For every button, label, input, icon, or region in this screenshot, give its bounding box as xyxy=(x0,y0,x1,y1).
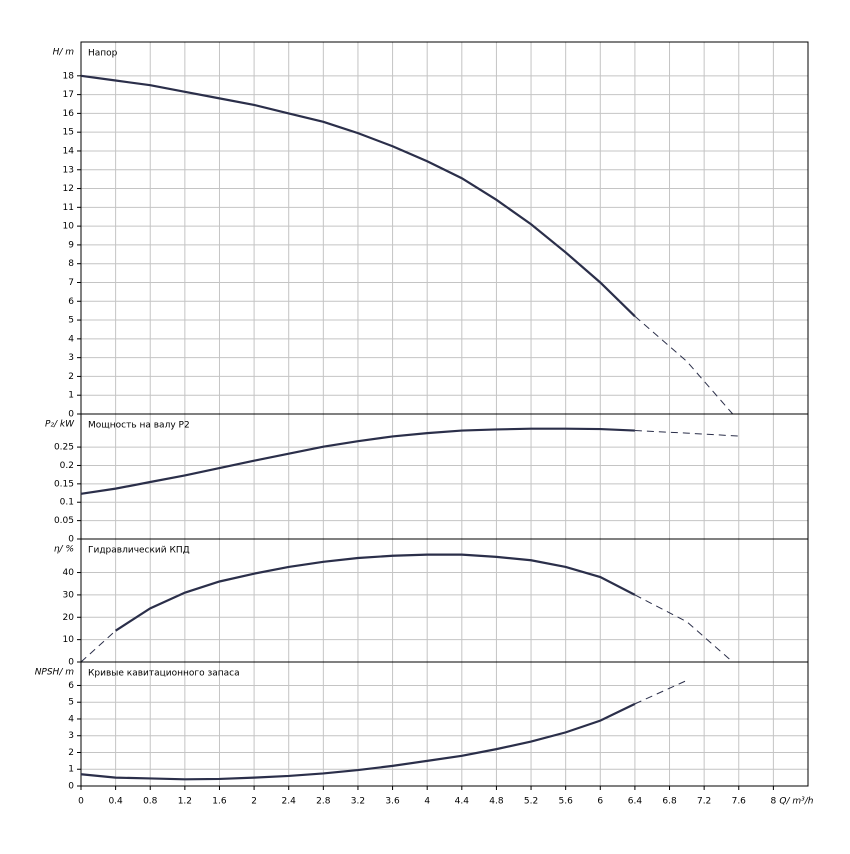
y-tick-label: 14 xyxy=(63,146,75,156)
y-tick-label: 8 xyxy=(68,259,74,269)
x-axis-label: Q/ m³/h xyxy=(779,797,813,807)
y-tick-label: 0.05 xyxy=(54,516,74,526)
y-axis-label: H/ m xyxy=(53,48,75,58)
y-tick-label: 30 xyxy=(63,590,75,600)
y-tick-label: 4 xyxy=(68,334,74,344)
y-tick-label: 7 xyxy=(68,278,74,288)
y-axis-label: NPSH/ m xyxy=(35,668,75,678)
x-tick-label: 4.4 xyxy=(455,797,470,807)
y-tick-label: 3 xyxy=(68,731,74,741)
y-tick-label: 17 xyxy=(63,90,74,100)
y-tick-label: 11 xyxy=(63,203,74,213)
y-tick-label: 6 xyxy=(68,681,74,691)
curve xyxy=(80,702,636,781)
panel-title: Напор xyxy=(88,49,118,59)
y-tick-label: 9 xyxy=(68,240,74,250)
curve xyxy=(634,679,688,705)
y-tick-label: 3 xyxy=(68,353,74,363)
x-tick-label: 5.2 xyxy=(524,797,538,807)
curve xyxy=(115,553,636,632)
panel-title: Гидравлический КПД xyxy=(88,546,190,556)
y-tick-label: 0.15 xyxy=(54,479,74,489)
x-tick-label: 3.2 xyxy=(351,797,365,807)
y-tick-label: 1 xyxy=(68,765,74,775)
y-axis-label: η/ % xyxy=(54,545,74,555)
y-tick-label: 0.2 xyxy=(60,461,74,471)
x-tick-label: 6 xyxy=(597,797,603,807)
curve xyxy=(634,430,739,437)
panel-title: Кривые кавитационного запаса xyxy=(88,669,240,679)
panel-frame xyxy=(80,538,809,663)
x-tick-label: 4 xyxy=(424,797,430,807)
x-tick-label: 0.8 xyxy=(143,797,158,807)
y-tick-label: 10 xyxy=(63,222,75,232)
y-tick-label: 0.1 xyxy=(60,498,74,508)
y-tick-label: 0.25 xyxy=(54,443,74,453)
y-axis-label: P₂/ kW xyxy=(45,420,75,430)
x-tick-label: 6.4 xyxy=(628,797,643,807)
x-tick-label: 7.2 xyxy=(697,797,711,807)
panel-frame xyxy=(80,41,809,415)
y-tick-label: 0 xyxy=(68,410,74,420)
y-tick-label: 5 xyxy=(68,698,74,708)
x-tick-label: 5.6 xyxy=(559,797,574,807)
y-tick-label: 12 xyxy=(63,184,74,194)
x-tick-label: 7.6 xyxy=(732,797,747,807)
x-tick-label: 0 xyxy=(78,797,84,807)
x-tick-label: 2.4 xyxy=(282,797,297,807)
y-tick-label: 0 xyxy=(68,535,74,545)
x-tick-label: 8 xyxy=(771,797,777,807)
y-tick-label: 18 xyxy=(63,71,75,81)
curve xyxy=(80,630,116,663)
curve xyxy=(634,315,734,415)
y-tick-label: 20 xyxy=(63,613,75,623)
x-tick-label: 3.6 xyxy=(385,797,400,807)
y-tick-label: 5 xyxy=(68,316,74,326)
y-tick-label: 4 xyxy=(68,714,74,724)
panel-frame xyxy=(80,661,809,787)
curve xyxy=(80,74,636,318)
x-tick-label: 2 xyxy=(251,797,257,807)
x-tick-label: 0.4 xyxy=(108,797,123,807)
y-tick-label: 6 xyxy=(68,297,74,307)
y-tick-label: 16 xyxy=(63,109,75,119)
x-tick-label: 1.6 xyxy=(212,797,227,807)
y-tick-label: 2 xyxy=(68,372,74,382)
y-tick-label: 1 xyxy=(68,391,74,401)
y-tick-label: 10 xyxy=(63,635,75,645)
y-tick-label: 0 xyxy=(68,782,74,792)
x-tick-label: 6.8 xyxy=(662,797,677,807)
y-tick-label: 0 xyxy=(68,658,74,668)
y-tick-label: 40 xyxy=(63,568,75,578)
curve xyxy=(80,427,635,495)
panel-title: Мощность на валу P2 xyxy=(88,421,190,431)
x-tick-label: 2.8 xyxy=(316,797,331,807)
y-tick-label: 15 xyxy=(63,128,74,138)
x-tick-label: 4.8 xyxy=(489,797,504,807)
y-tick-label: 13 xyxy=(63,165,74,175)
x-tick-label: 1.2 xyxy=(178,797,192,807)
curve xyxy=(634,594,734,663)
y-tick-label: 2 xyxy=(68,748,74,758)
